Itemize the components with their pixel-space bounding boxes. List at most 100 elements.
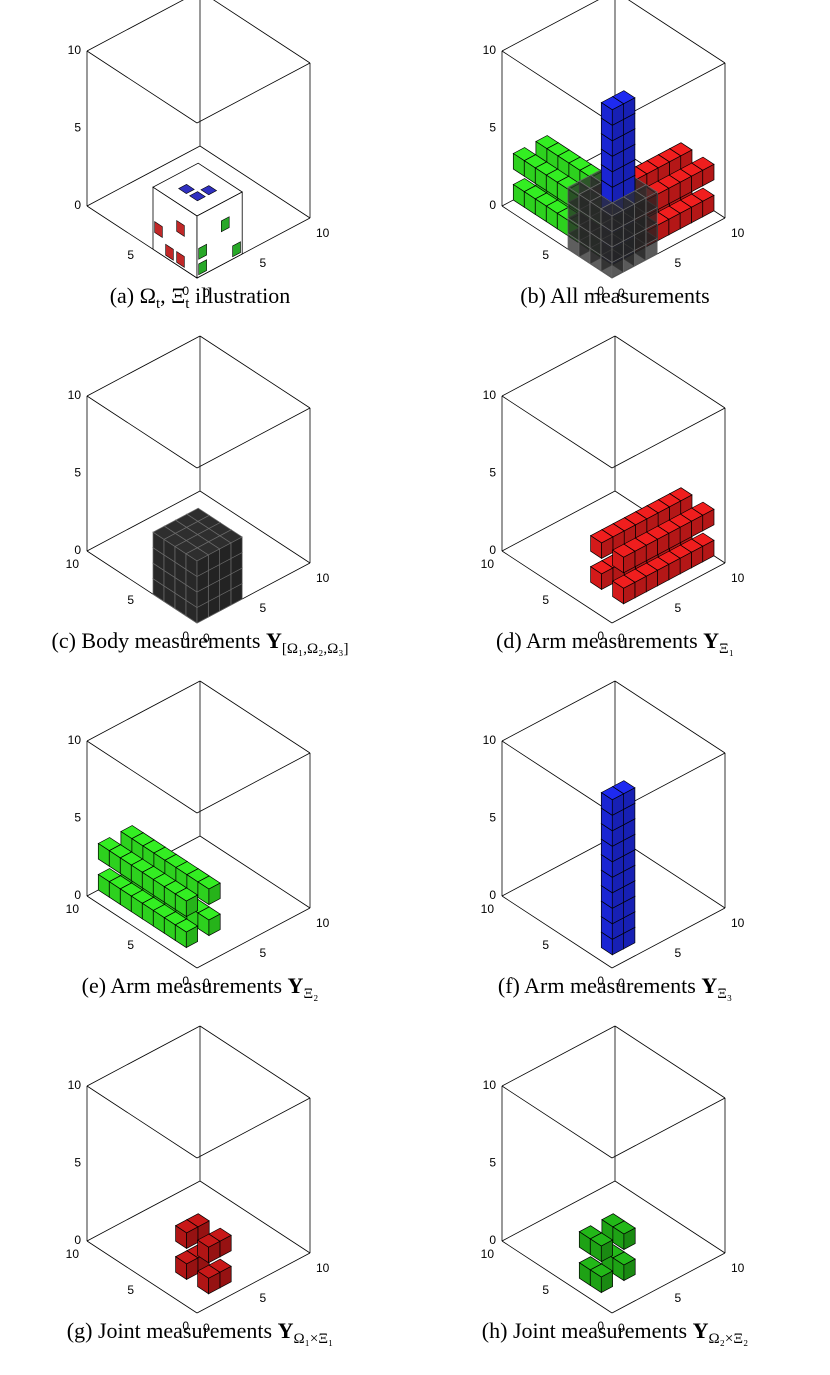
caption-part: Ξ₁ — [719, 641, 734, 657]
caption: (a) Ωt, Ξt illustration — [110, 283, 291, 312]
y-tick-label: 10 — [481, 1247, 495, 1261]
box-edge — [502, 396, 612, 468]
box-edge — [615, 0, 725, 63]
box-edge — [87, 51, 197, 123]
z-tick-label: 0 — [74, 198, 81, 212]
z-tick-label: 0 — [74, 1233, 81, 1247]
caption-part: (a) Ω — [110, 283, 156, 308]
y-tick-label: 10 — [66, 902, 80, 916]
caption: (h) Joint measurements YΩ₂×Ξ₂ — [482, 1318, 748, 1347]
box-edge — [612, 408, 725, 468]
box-edge — [197, 753, 310, 813]
z-tick-label: 5 — [74, 811, 81, 825]
caption-part: [Ω₁,Ω₂,Ω₃] — [282, 641, 349, 657]
z-tick-label: 10 — [68, 388, 82, 402]
z-tick-label: 5 — [74, 1156, 81, 1170]
z-tick-label: 5 — [489, 121, 496, 135]
x-tick-label: 5 — [675, 601, 682, 615]
box-edge — [502, 896, 612, 968]
y-tick-label: 5 — [127, 938, 134, 952]
z-tick-label: 0 — [489, 198, 496, 212]
panel: 105010500510(g) Joint measurements YΩ₁×Ξ… — [66, 1026, 334, 1347]
caption: (g) Joint measurements YΩ₁×Ξ₁ — [67, 1318, 333, 1347]
x-tick-label: 5 — [675, 256, 682, 270]
y-tick-label: 5 — [127, 248, 134, 262]
y-tick-label: 5 — [542, 938, 549, 952]
caption-part: (c) Body measurements — [52, 628, 266, 653]
panel: 105010500510(d) Arm measurements YΞ₁ — [481, 336, 745, 657]
box-edge — [502, 1026, 615, 1086]
z-tick-label: 10 — [483, 1078, 497, 1092]
panel: 105010500510(h) Joint measurements YΩ₂×Ξ… — [481, 1026, 749, 1347]
box-edge — [200, 0, 310, 63]
caption-part: Ξ₃ — [717, 986, 732, 1002]
box-edge — [502, 0, 615, 51]
box-edge — [197, 63, 310, 123]
caption-part: Y — [703, 628, 719, 653]
z-tick-label: 0 — [74, 888, 81, 902]
caption-part: (h) Joint measurements — [482, 1318, 693, 1343]
caption-part: (b) All measurements — [520, 283, 709, 308]
caption: (b) All measurements — [520, 283, 709, 308]
caption: (d) Arm measurements YΞ₁ — [496, 628, 734, 657]
box-edge — [197, 408, 310, 468]
z-tick-label: 10 — [68, 733, 82, 747]
x-tick-label: 5 — [260, 946, 267, 960]
box-edge — [87, 396, 197, 468]
caption-part: Y — [693, 1318, 709, 1343]
caption-part: (g) Joint measurements — [67, 1318, 278, 1343]
box-edge — [200, 681, 310, 753]
y-tick-label: 10 — [481, 557, 495, 571]
z-tick-label: 10 — [483, 733, 497, 747]
box-edge — [502, 51, 612, 123]
caption-part: Ξ₂ — [303, 986, 318, 1002]
box-edge — [502, 1086, 612, 1158]
caption: (f) Arm measurements YΞ₃ — [498, 973, 732, 1002]
z-tick-label: 5 — [489, 811, 496, 825]
z-tick-label: 10 — [68, 1078, 82, 1092]
caption-part: illustration — [189, 283, 290, 308]
z-tick-label: 0 — [489, 888, 496, 902]
caption-part: , Ξ — [160, 283, 185, 308]
z-tick-label: 10 — [68, 43, 82, 57]
x-tick-label: 5 — [675, 1291, 682, 1305]
z-tick-label: 5 — [489, 1156, 496, 1170]
caption-part: Ω₂×Ξ₂ — [708, 1331, 748, 1347]
y-tick-label: 10 — [66, 1247, 80, 1261]
y-tick-label: 5 — [127, 593, 134, 607]
box-edge — [502, 551, 612, 623]
caption-part: Ω₁×Ξ₁ — [293, 1331, 333, 1347]
y-tick-label: 5 — [542, 248, 549, 262]
caption-part: (e) Arm measurements — [82, 973, 288, 998]
box-edge — [615, 336, 725, 408]
panel: 1050500510(b) All measurements — [483, 0, 745, 308]
box-edge — [87, 681, 200, 741]
y-tick-label: 5 — [127, 1283, 134, 1297]
caption: (e) Arm measurements YΞ₂ — [82, 973, 319, 1002]
x-tick-label: 10 — [731, 916, 745, 930]
figure: 10 5 0 5 0 0 5 10 (a) Ωt, Ξt illustration 10 5 0 5 0 0… — [0, 0, 830, 1375]
x-tick-label: 5 — [675, 946, 682, 960]
x-tick-label: 10 — [316, 916, 330, 930]
box-edge — [502, 741, 612, 813]
x-tick-label: 5 — [260, 256, 267, 270]
caption-part: (f) Arm measurements — [498, 973, 701, 998]
z-tick-label: 5 — [489, 466, 496, 480]
z-tick-label: 0 — [489, 1233, 496, 1247]
box-edge — [87, 1026, 200, 1086]
x-tick-label: 10 — [316, 1261, 330, 1275]
y-tick-label: 5 — [542, 1283, 549, 1297]
caption-part: (d) Arm measurements — [496, 628, 703, 653]
box-edge — [200, 1026, 310, 1098]
box-edge — [87, 1241, 197, 1313]
box-edge — [615, 1026, 725, 1098]
box-edge — [87, 336, 200, 396]
caption-part: Y — [288, 973, 304, 998]
box-edge — [502, 681, 615, 741]
box-edge — [87, 741, 197, 813]
x-tick-label: 10 — [731, 226, 745, 240]
box-edge — [87, 0, 200, 51]
y-tick-label: 10 — [66, 557, 80, 571]
